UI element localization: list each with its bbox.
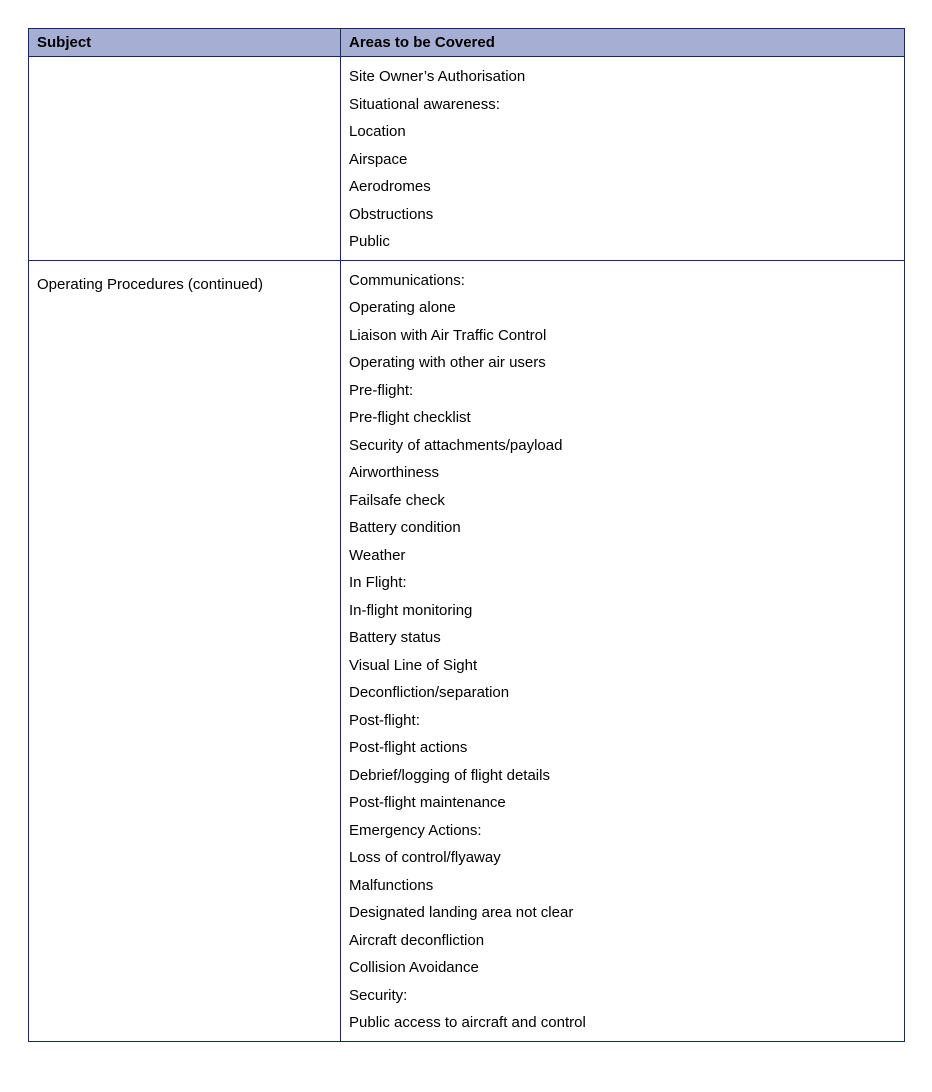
area-line: Designated landing area not clear [349,899,898,927]
area-line: Security: [349,982,898,1010]
area-line: Location [349,118,898,146]
table-body: Site Owner’s AuthorisationSituational aw… [29,57,905,1042]
area-line: In Flight: [349,569,898,597]
area-line: Pre-flight: [349,377,898,405]
area-line: Aerodromes [349,173,898,201]
area-line: Aircraft deconfliction [349,927,898,955]
area-line: Visual Line of Sight [349,652,898,680]
cell-areas: Communications:Operating aloneLiaison wi… [341,260,905,1041]
cell-areas: Site Owner’s AuthorisationSituational aw… [341,57,905,261]
col-header-subject: Subject [29,29,341,57]
area-line: Post-flight: [349,707,898,735]
area-line: Battery condition [349,514,898,542]
area-line: Post-flight actions [349,734,898,762]
area-line: Site Owner’s Authorisation [349,63,898,91]
area-line: Situational awareness: [349,91,898,119]
table-row: Site Owner’s AuthorisationSituational aw… [29,57,905,261]
area-line: Public access to aircraft and control [349,1009,898,1037]
area-line: Loss of control/flyaway [349,844,898,872]
area-line: Obstructions [349,201,898,229]
area-line: Post-flight maintenance [349,789,898,817]
area-line: Deconfliction/separation [349,679,898,707]
area-line: Failsafe check [349,487,898,515]
area-line: Weather [349,542,898,570]
syllabus-table: Subject Areas to be Covered Site Owner’s… [28,28,905,1042]
cell-subject [29,57,341,261]
area-line: Pre-flight checklist [349,404,898,432]
area-line: Airspace [349,146,898,174]
area-line: Debrief/logging of flight details [349,762,898,790]
area-line: Airworthiness [349,459,898,487]
area-line: Collision Avoidance [349,954,898,982]
area-line: Emergency Actions: [349,817,898,845]
cell-subject: Operating Procedures (continued) [29,260,341,1041]
area-line: Malfunctions [349,872,898,900]
area-line: Public [349,228,898,256]
table-row: Operating Procedures (continued)Communic… [29,260,905,1041]
area-line: Communications: [349,267,898,295]
area-line: Operating with other air users [349,349,898,377]
col-header-areas: Areas to be Covered [341,29,905,57]
table-header-row: Subject Areas to be Covered [29,29,905,57]
area-line: Security of attachments/payload [349,432,898,460]
area-line: In-flight monitoring [349,597,898,625]
area-line: Liaison with Air Traffic Control [349,322,898,350]
area-line: Operating alone [349,294,898,322]
area-line: Battery status [349,624,898,652]
